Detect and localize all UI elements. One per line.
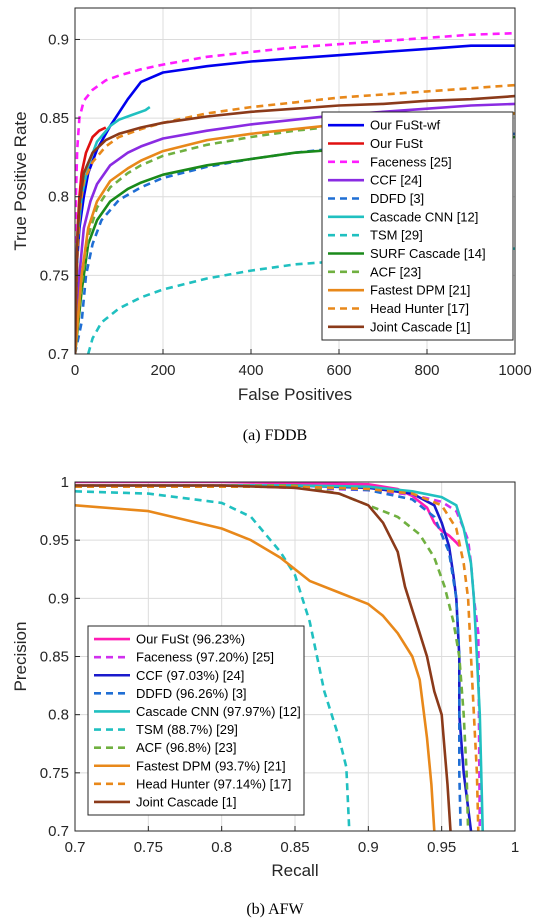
legend-entry: Joint Cascade [1] bbox=[136, 794, 236, 809]
x-axis-label: Recall bbox=[271, 861, 318, 880]
legend-entry: DDFD (96.26%) [3] bbox=[136, 686, 247, 701]
series-line-head-hunter-97-14-17 bbox=[75, 485, 480, 831]
y-tick-label: 0.8 bbox=[48, 707, 69, 724]
legend-entry: Head Hunter (97.14%) [17] bbox=[136, 776, 291, 791]
legend-entry: TSM (88.7%) [29] bbox=[136, 722, 238, 737]
legend-entry: Cascade CNN (97.97%) [12] bbox=[136, 704, 301, 719]
series-line-joint-cascade-1 bbox=[75, 94, 515, 354]
x-tick-label: 1 bbox=[511, 839, 519, 856]
legend-entry: ACF (96.8%) [23] bbox=[136, 740, 236, 755]
x-tick-label: 0.85 bbox=[280, 839, 309, 856]
legend-entry: TSM [29] bbox=[370, 228, 423, 243]
legend-entry: ACF [23] bbox=[370, 264, 421, 279]
series-line-ccf-24 bbox=[75, 102, 515, 354]
series-line-faceness-25 bbox=[75, 31, 515, 292]
x-tick-label: 0.7 bbox=[65, 839, 86, 856]
legend-entry: SURF Cascade [14] bbox=[370, 246, 486, 261]
legend-entry: Fastest DPM [21] bbox=[370, 283, 470, 298]
y-tick-label: 0.7 bbox=[48, 823, 69, 840]
x-tick-label: 0.75 bbox=[134, 839, 163, 856]
y-tick-label: 0.9 bbox=[48, 31, 69, 48]
y-tick-label: 0.9 bbox=[48, 590, 69, 607]
legend-entry: Our FuSt-wf bbox=[370, 118, 440, 133]
x-tick-label: 200 bbox=[150, 362, 175, 379]
x-tick-label: 800 bbox=[414, 362, 439, 379]
y-tick-label: 1 bbox=[61, 474, 69, 491]
y-tick-label: 0.7 bbox=[48, 346, 69, 363]
series-line-acf-23 bbox=[75, 112, 515, 354]
figure-caption: (a) FDDB bbox=[243, 427, 307, 444]
y-tick-label: 0.75 bbox=[40, 267, 69, 284]
series-line-our-fust-wf bbox=[75, 44, 515, 354]
series-line-our-fust-96-23 bbox=[75, 482, 461, 547]
series-line-cascade-cnn-12 bbox=[75, 106, 151, 354]
series-group bbox=[75, 482, 484, 831]
legend-entry: Head Hunter [17] bbox=[370, 301, 469, 316]
y-tick-label: 0.85 bbox=[40, 649, 69, 666]
legend-entry: Joint Cascade [1] bbox=[370, 319, 470, 334]
series-line-tsm-88-7-29 bbox=[75, 490, 351, 831]
y-tick-label: 0.8 bbox=[48, 189, 69, 206]
x-tick-label: 0 bbox=[71, 362, 79, 379]
y-axis-label: True Positive Rate bbox=[11, 111, 30, 250]
y-tick-label: 0.75 bbox=[40, 765, 69, 782]
series-line-joint-cascade-1 bbox=[75, 484, 452, 831]
legend-entry: Our FuSt bbox=[370, 136, 423, 151]
legend: Our FuSt (96.23%) Faceness (97.20%) [25] C… bbox=[87, 625, 305, 816]
series-line-cascade-cnn-97-97-12 bbox=[75, 484, 484, 831]
x-tick-label: 400 bbox=[238, 362, 263, 379]
x-tick-label: 600 bbox=[326, 362, 351, 379]
figure-caption: (b) AFW bbox=[246, 901, 304, 918]
legend-entry: Faceness (97.20%) [25] bbox=[136, 650, 274, 665]
legend-entry: Fastest DPM (93.7%) [21] bbox=[136, 758, 286, 773]
legend-entry: DDFD [3] bbox=[370, 191, 424, 206]
legend-entry: CCF (97.03%) [24] bbox=[136, 668, 244, 683]
series-line-fastest-dpm-93-7-21 bbox=[75, 504, 436, 831]
legend-entry: Cascade CNN [12] bbox=[370, 209, 478, 224]
y-axis-label: Precision bbox=[11, 622, 30, 692]
axes-box bbox=[74, 7, 516, 355]
x-axis-label: False Positives bbox=[238, 385, 352, 404]
legend-entry: CCF [24] bbox=[370, 173, 422, 188]
legend-entry: Our FuSt (96.23%) bbox=[136, 632, 245, 647]
x-tick-label: 1000 bbox=[498, 362, 531, 379]
legend: Our FuSt-wf Our FuSt Faceness [25] CCF [24]… bbox=[321, 111, 514, 341]
afw-panel: 0.7 0.75 0.8 0.85 0.9 0.95 1 0.7 0.75 0.8 0.85 0.9 0… bbox=[11, 474, 519, 918]
x-tick-label: 0.8 bbox=[211, 839, 232, 856]
x-tick-label: 0.9 bbox=[358, 839, 379, 856]
y-tick-label: 0.95 bbox=[40, 532, 69, 549]
y-tick-label: 0.85 bbox=[40, 110, 69, 127]
x-tick-label: 0.95 bbox=[427, 839, 456, 856]
legend-entry: Faceness [25] bbox=[370, 154, 452, 169]
fddb-panel: 0 200 400 600 800 1000 0.7 0.75 0.8 0.85 0.9 False … bbox=[11, 7, 532, 444]
legend-box bbox=[321, 111, 514, 341]
